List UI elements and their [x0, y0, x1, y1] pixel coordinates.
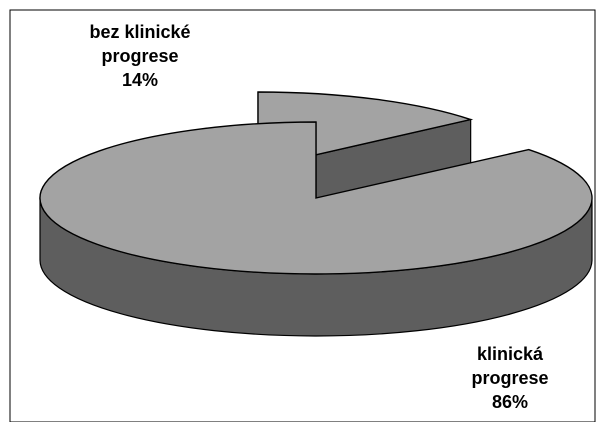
slice-value-label: 14% — [121, 70, 159, 90]
slice-label-line: klinická — [476, 344, 544, 364]
slice-top-face — [39, 121, 593, 275]
slice-value-label: 86% — [491, 392, 529, 412]
pie-slice-1 — [39, 121, 593, 337]
slice-label-klinicka-progrese: klinická progrese 86% — [430, 342, 590, 414]
pie-slices — [39, 91, 593, 337]
slice-label-line: progrese — [101, 46, 179, 66]
slice-label-line: progrese — [471, 368, 549, 388]
slice-label-bez-klinicke-progrese: bez klinické progrese 14% — [50, 20, 230, 92]
slice-label-line: bez klinické — [89, 22, 191, 42]
